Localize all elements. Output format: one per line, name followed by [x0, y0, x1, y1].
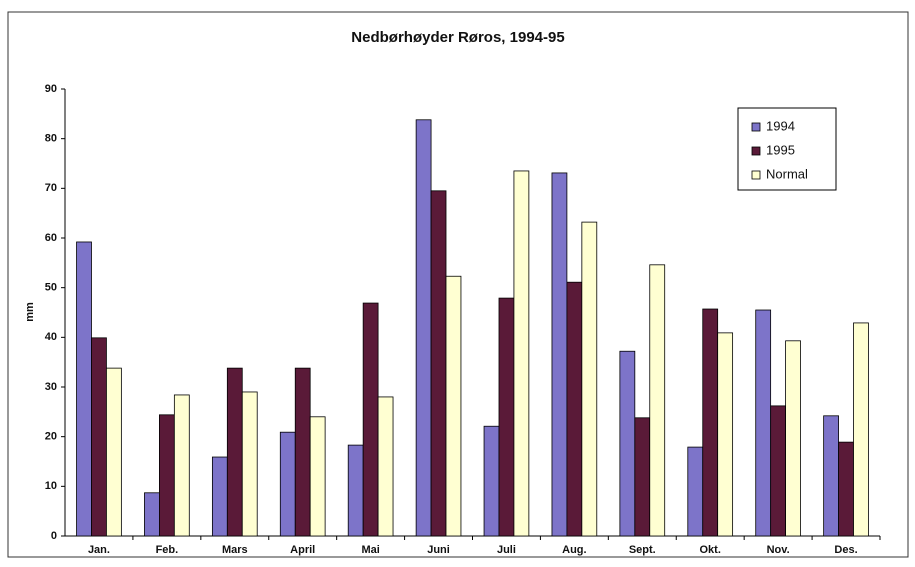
x-tick-label: Okt. [700, 544, 721, 556]
x-tick-label: Aug. [562, 544, 586, 556]
y-tick-label: 0 [51, 530, 57, 542]
x-tick-label: Des. [834, 544, 857, 556]
x-tick-label: April [290, 544, 315, 556]
bar [445, 275, 462, 537]
bar [581, 221, 598, 537]
y-axis-label: mm [24, 302, 36, 322]
legend-label: Normal [766, 166, 808, 181]
bar [634, 417, 651, 537]
chart-title: Nedbørhøyder Røros, 1994-95 [351, 29, 564, 46]
bar [211, 456, 228, 537]
y-tick-label: 20 [45, 431, 57, 443]
bar [226, 367, 243, 537]
legend-label: 1995 [766, 142, 795, 157]
bar [823, 415, 839, 537]
bar [785, 340, 801, 537]
bar [241, 391, 258, 537]
bar [838, 441, 854, 537]
bar [498, 297, 515, 537]
bar [649, 264, 666, 537]
y-tick-label: 50 [45, 282, 57, 294]
x-tick-label: Sept. [629, 544, 656, 556]
y-tick-label: 40 [45, 331, 57, 343]
bar [377, 396, 394, 537]
y-tick-label: 60 [45, 232, 57, 244]
y-tick-label: 90 [45, 83, 57, 95]
bar [294, 367, 311, 537]
y-tick-label: 70 [45, 182, 57, 194]
bar [717, 332, 734, 537]
x-tick-label: Juli [497, 544, 516, 556]
bar [853, 322, 869, 537]
bar [309, 416, 326, 537]
y-tick-label: 10 [45, 480, 57, 492]
legend-swatch [751, 170, 761, 180]
bar [173, 394, 190, 537]
bar [483, 425, 500, 537]
bar [513, 170, 530, 537]
bar [159, 414, 175, 537]
bar [702, 308, 719, 537]
bar [755, 309, 772, 537]
bar [619, 350, 636, 537]
bar [415, 119, 432, 537]
x-tick-label: Feb. [156, 544, 179, 556]
x-tick-label: Juni [427, 544, 450, 556]
legend-swatch [751, 146, 761, 156]
legend-label: 1994 [766, 118, 795, 133]
bar [551, 172, 568, 537]
bar [566, 281, 583, 537]
bar [76, 241, 92, 537]
x-tick-label: Nov. [767, 544, 790, 556]
bar [279, 431, 296, 537]
bar [770, 405, 786, 537]
x-tick-label: Jan. [88, 544, 110, 556]
x-tick-label: Mai [361, 544, 379, 556]
y-tick-label: 80 [45, 133, 57, 145]
bar [362, 302, 379, 537]
bar [687, 446, 704, 537]
bar [106, 367, 122, 537]
y-tick-label: 30 [45, 381, 57, 393]
x-tick-label: Mars [222, 544, 248, 556]
bar [430, 190, 447, 537]
bar [144, 492, 160, 537]
bar [91, 337, 107, 537]
legend-swatch [751, 122, 761, 132]
bar [347, 444, 364, 537]
